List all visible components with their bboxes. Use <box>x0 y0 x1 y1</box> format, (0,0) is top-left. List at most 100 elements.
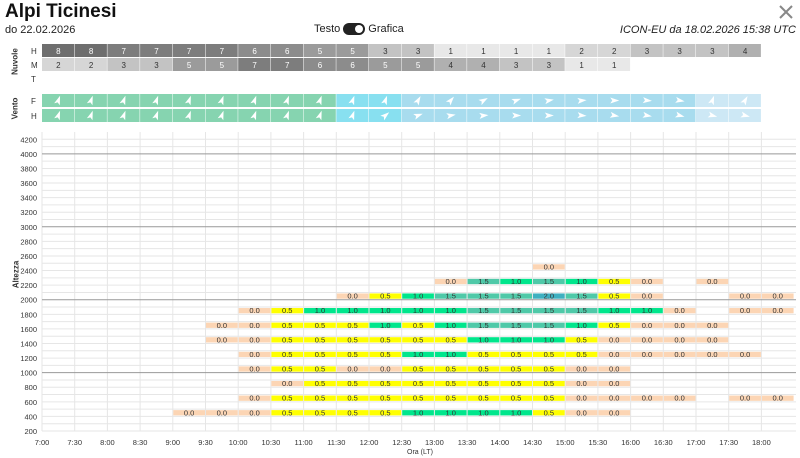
cell-value: 0.0 <box>642 394 652 403</box>
cell-value: 0.5 <box>544 394 554 403</box>
cell-bg <box>663 351 696 358</box>
cell-bg <box>304 395 336 401</box>
cell-bg <box>565 395 598 401</box>
cloud-value: 1 <box>612 61 617 70</box>
cell-value: 0.0 <box>217 335 227 344</box>
cell-value: 0.0 <box>674 306 684 315</box>
cell-value: 2.0 <box>544 292 554 301</box>
wind-arrow-icon <box>413 113 423 120</box>
cell-bg <box>696 337 729 343</box>
cloud-value: 6 <box>285 47 290 56</box>
cell-bg <box>598 337 631 343</box>
cloud-cell <box>107 58 140 71</box>
cell-bg <box>696 278 729 285</box>
cell-value: 1.0 <box>544 335 554 344</box>
cloud-value: 3 <box>122 61 127 70</box>
x-tick-label: 8:00 <box>100 438 115 447</box>
wind-row-label: H <box>31 112 37 121</box>
view-switch[interactable] <box>343 23 366 35</box>
cell-bg <box>402 366 434 372</box>
cell-bg <box>467 308 500 314</box>
cell-value: 1.0 <box>446 306 456 315</box>
wind-arrow-icon <box>315 110 322 121</box>
cell-bg <box>402 293 434 299</box>
close-icon[interactable] <box>777 3 795 21</box>
cell-value: 0.5 <box>413 335 423 344</box>
cell-value: 0.5 <box>380 408 390 417</box>
cell-bg <box>565 308 598 314</box>
cell-bg <box>500 410 532 416</box>
cell-value: 0.0 <box>282 379 292 388</box>
cloud-cell <box>696 58 729 71</box>
cell-bg <box>434 380 467 387</box>
cloud-cell <box>42 44 75 57</box>
y-tick-label: 1200 <box>20 354 37 363</box>
cell-bg <box>304 322 336 328</box>
cell-value: 1.5 <box>478 292 488 301</box>
cell-bg <box>663 308 696 314</box>
y-tick-label: 2400 <box>20 267 37 276</box>
y-tick-label: 3200 <box>20 208 37 217</box>
wind-arrow-icon <box>381 95 388 106</box>
cloud-cell <box>696 72 729 85</box>
cell-bg <box>304 366 336 372</box>
cell-bg <box>434 293 467 299</box>
cell-value: 0.5 <box>347 350 357 359</box>
cell-value: 1.0 <box>446 408 456 417</box>
wind-arrow-icon <box>152 95 159 106</box>
cloud-cell <box>303 44 336 57</box>
y-tick-label: 200 <box>24 427 37 436</box>
cell-value: 0.5 <box>347 321 357 330</box>
cell-value: 0.0 <box>674 394 684 403</box>
cell-bg <box>598 293 631 299</box>
cloud-value: 5 <box>318 47 323 56</box>
wind-arrow-icon <box>184 95 191 106</box>
wind-arrow-icon <box>577 112 587 119</box>
cloud-cell <box>597 44 631 57</box>
cell-value: 0.5 <box>380 292 390 301</box>
cell-bg <box>663 337 696 343</box>
cell-bg <box>729 351 761 358</box>
cell-value: 1.5 <box>544 277 554 286</box>
x-tick-label: 9:00 <box>165 438 180 447</box>
cell-value: 1.0 <box>380 321 390 330</box>
cell-value: 1.5 <box>478 306 488 315</box>
cloud-cell <box>434 72 467 85</box>
date-subtitle: do 22.02.2026 <box>5 24 76 36</box>
wind-arrow-icon <box>217 95 224 106</box>
cell-value: 0.5 <box>576 350 586 359</box>
cell-value: 0.5 <box>315 321 325 330</box>
cloud-value: 2 <box>612 47 617 56</box>
cell-value: 0.0 <box>249 365 259 374</box>
cell-bg <box>402 380 434 387</box>
cloud-cell <box>42 58 75 71</box>
cell-value: 0.0 <box>642 321 652 330</box>
wind-arrow-icon <box>446 113 456 120</box>
cell-value: 0.5 <box>282 335 292 344</box>
cell-bg <box>631 278 663 285</box>
y-tick-label: 3800 <box>20 164 37 173</box>
cell-value: 0.5 <box>315 365 325 374</box>
cloud-cell <box>140 44 173 57</box>
cell-value: 0.5 <box>282 306 292 315</box>
cell-value: 0.0 <box>642 292 652 301</box>
cell-value: 1.0 <box>478 408 488 417</box>
cell-bg <box>631 308 663 314</box>
cell-bg <box>663 395 696 401</box>
cloud-cell <box>467 72 500 85</box>
cell-bg <box>434 278 467 285</box>
x-tick-label: 9:30 <box>198 438 213 447</box>
cell-bg <box>533 308 565 314</box>
cell-bg <box>565 322 598 328</box>
cell-value: 0.5 <box>413 321 423 330</box>
cell-bg <box>729 293 761 299</box>
cloud-value: 3 <box>383 47 388 56</box>
cell-bg <box>565 366 598 372</box>
cell-value: 0.0 <box>609 394 619 403</box>
cell-value: 0.5 <box>544 379 554 388</box>
cell-bg <box>304 380 336 387</box>
cell-value: 0.5 <box>413 394 423 403</box>
cloud-cell <box>401 44 434 57</box>
cloud-value: 6 <box>350 61 355 70</box>
cell-bg <box>434 395 467 401</box>
